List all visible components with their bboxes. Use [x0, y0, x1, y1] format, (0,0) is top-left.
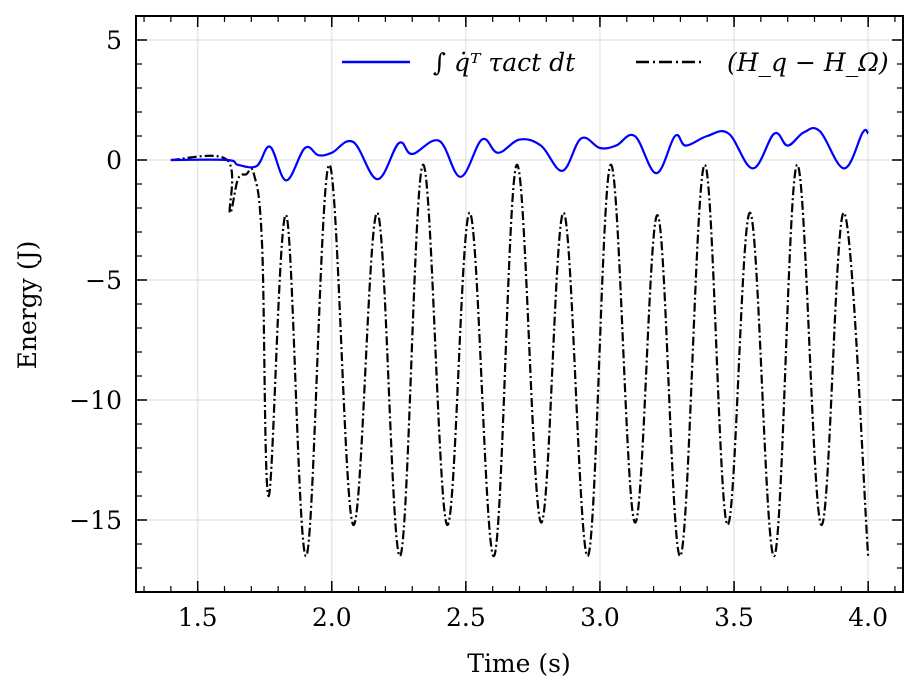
- series-line-hamiltonian-difference: [170, 154, 870, 558]
- plot-series: [170, 126, 870, 558]
- x-tick-label: 2.0: [312, 603, 352, 632]
- x-tick-label: 3.0: [580, 603, 620, 632]
- legend-label-actuation-energy: ∫ q̇ᵀ τact dt: [433, 48, 576, 77]
- y-axis-title: Energy (J): [13, 241, 42, 370]
- x-tick-label: 3.5: [714, 603, 754, 632]
- legend: ∫ q̇ᵀ τact dt (H_q − H_Ω): [342, 48, 889, 77]
- x-tick-label: 1.5: [178, 603, 218, 632]
- x-axis-title: Time (s): [467, 649, 570, 678]
- y-tick-label: −5: [85, 266, 122, 295]
- axis-ticks: [136, 15, 903, 593]
- tick-labels: 1.5 2.0 2.5 3.0 3.5 4.0 5 0 −5 −10 −15: [69, 26, 888, 632]
- series-line-actuation-energy: [170, 126, 869, 182]
- y-tick-label: −15: [69, 506, 122, 535]
- grid-lines: [136, 16, 903, 592]
- legend-label-hamiltonian-difference: (H_q − H_Ω): [727, 48, 889, 77]
- y-tick-label: 0: [106, 146, 122, 175]
- x-tick-label: 4.0: [848, 603, 888, 632]
- y-tick-label: −10: [69, 386, 122, 415]
- x-tick-label: 2.5: [446, 603, 486, 632]
- y-tick-label: 5: [106, 26, 122, 55]
